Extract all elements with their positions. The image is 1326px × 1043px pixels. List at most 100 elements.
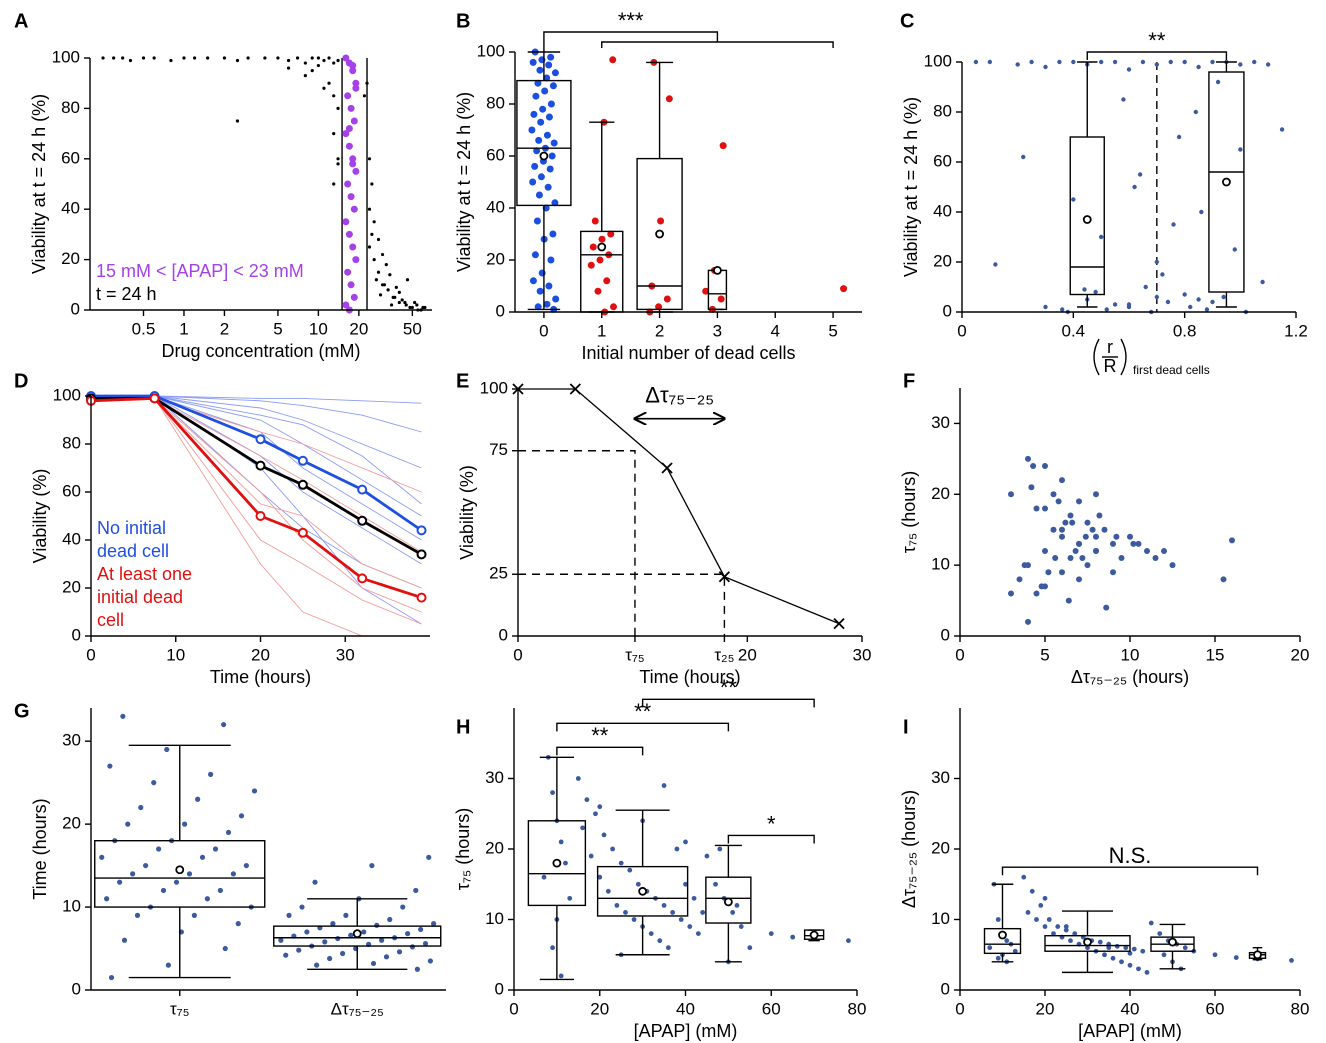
- point: [1233, 955, 1239, 960]
- point: [186, 871, 193, 877]
- point: [350, 205, 358, 213]
- bracket: [601, 41, 834, 48]
- point: [1154, 259, 1160, 265]
- point: [1082, 533, 1089, 540]
- y-tick-label: 20: [485, 838, 504, 857]
- point: [1130, 540, 1137, 547]
- point: [1136, 966, 1141, 972]
- point: [593, 811, 598, 817]
- point: [130, 871, 136, 877]
- y-tick-label: 0: [72, 979, 81, 998]
- legend: 15 mM < [APAP] < 23 mM t = 24 h: [96, 260, 304, 306]
- x-tick-label: 0: [509, 999, 518, 1018]
- panel-label: C: [900, 10, 914, 32]
- point: [394, 285, 398, 289]
- point: [1093, 491, 1099, 498]
- point: [382, 283, 387, 287]
- point: [191, 912, 197, 918]
- point: [1025, 910, 1031, 915]
- point: [322, 939, 328, 945]
- point: [1089, 526, 1096, 533]
- bracket-label: **: [720, 675, 738, 700]
- point: [222, 945, 228, 952]
- point: [529, 178, 537, 186]
- point: [1015, 62, 1020, 67]
- point: [657, 938, 663, 944]
- point: [532, 92, 540, 100]
- point: [1059, 569, 1065, 576]
- point: [1137, 172, 1143, 177]
- point: [790, 934, 796, 940]
- point: [533, 217, 541, 225]
- point: [1025, 618, 1031, 625]
- point: [1059, 533, 1065, 540]
- point: [589, 243, 597, 251]
- point: [1042, 547, 1048, 554]
- point: [361, 929, 367, 935]
- marker: [569, 383, 581, 395]
- point: [108, 974, 115, 981]
- point: [588, 853, 594, 859]
- x-axis-label: [APAP] (mM): [634, 1021, 738, 1041]
- point: [1188, 304, 1193, 310]
- point: [552, 295, 560, 303]
- point: [1029, 888, 1035, 894]
- point: [1110, 569, 1116, 576]
- point: [1232, 247, 1237, 252]
- point: [1161, 952, 1167, 958]
- point: [1102, 952, 1107, 958]
- point: [546, 165, 554, 173]
- mean: [713, 265, 722, 275]
- x-tick-label: 30: [336, 645, 355, 664]
- y-tick-label: 0: [943, 301, 952, 320]
- point: [1127, 962, 1133, 968]
- point: [1076, 498, 1082, 505]
- box: [1044, 935, 1131, 952]
- point: [367, 157, 372, 161]
- point: [238, 813, 245, 819]
- point: [567, 895, 573, 901]
- point: [380, 252, 385, 257]
- point: [286, 912, 292, 918]
- point: [631, 917, 637, 922]
- point: [597, 874, 603, 880]
- point: [1065, 597, 1072, 604]
- point: [1196, 64, 1201, 70]
- point: [342, 54, 350, 62]
- x-tick-label: 80: [848, 999, 867, 1018]
- x-axis-label: Time (hours): [639, 667, 740, 687]
- y-tick-label: 25: [489, 564, 508, 583]
- point: [610, 303, 617, 311]
- marker: [149, 393, 160, 404]
- marker: [416, 525, 427, 536]
- point: [1012, 948, 1018, 954]
- point: [310, 56, 314, 60]
- point: [1051, 931, 1056, 936]
- point: [344, 268, 352, 276]
- point: [125, 821, 131, 827]
- point: [336, 58, 340, 63]
- point: [548, 152, 556, 160]
- point: [1093, 547, 1099, 554]
- x-tick-label: 4: [771, 321, 780, 340]
- point: [987, 945, 993, 951]
- y-tick-label: 100: [480, 378, 508, 397]
- mean: [352, 929, 362, 938]
- point: [1033, 505, 1040, 512]
- point: [1132, 184, 1137, 190]
- x-tick-label: 0.8: [1173, 321, 1197, 340]
- point: [423, 305, 427, 310]
- point: [618, 860, 624, 866]
- point: [1196, 297, 1201, 302]
- point: [376, 237, 381, 242]
- point: [222, 56, 227, 60]
- point: [1182, 292, 1187, 297]
- point: [413, 887, 419, 894]
- point: [1082, 287, 1087, 292]
- point: [551, 199, 559, 207]
- point: [286, 58, 291, 63]
- point: [704, 853, 710, 859]
- point: [607, 230, 615, 238]
- point: [535, 191, 543, 199]
- point: [549, 230, 557, 238]
